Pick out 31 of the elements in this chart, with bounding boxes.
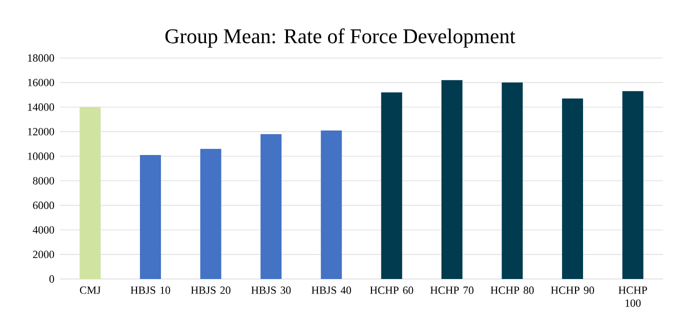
- bar: [320, 130, 342, 279]
- chart-title: Group Mean: Rate of Force Development: [165, 28, 516, 48]
- y-tick-label: 8000: [32, 177, 54, 184]
- x-tick-label: CMJ: [80, 286, 101, 294]
- x-tick-label: HCHP 80: [490, 286, 534, 294]
- y-tick-label: 16000: [28, 78, 54, 86]
- y-tick-label: 6000: [33, 202, 54, 210]
- bar: [381, 92, 402, 279]
- y-tick-label: 0: [49, 275, 54, 283]
- bar: [200, 148, 222, 279]
- y-tick-label: 18000: [28, 54, 54, 62]
- y-tick-label: 14000: [28, 103, 54, 111]
- bar: [260, 134, 282, 279]
- x-tick-label: HBJS 40: [312, 286, 352, 294]
- x-tick-label: HCHP 90: [550, 286, 594, 294]
- y-tick-label: 10000: [28, 152, 54, 160]
- x-tick-label: HBJS 30: [251, 286, 291, 294]
- bar: [502, 82, 523, 279]
- x-tick-label: HBJS 20: [190, 286, 230, 294]
- y-tick-label: 4000: [32, 226, 54, 234]
- bar: [80, 107, 101, 279]
- bar: [622, 91, 644, 279]
- bar: [562, 98, 584, 279]
- y-tick-label: 12000: [28, 128, 54, 136]
- y-tick-label: 2000: [33, 250, 54, 258]
- x-tick-label: HCHP 70: [430, 286, 474, 294]
- x-tick-label: HCHP 60: [370, 286, 414, 294]
- bar: [441, 80, 462, 279]
- x-tick-label: HBJS 10: [130, 286, 170, 294]
- bar: [140, 154, 161, 279]
- x-tick-label: HCHP 100: [618, 286, 648, 307]
